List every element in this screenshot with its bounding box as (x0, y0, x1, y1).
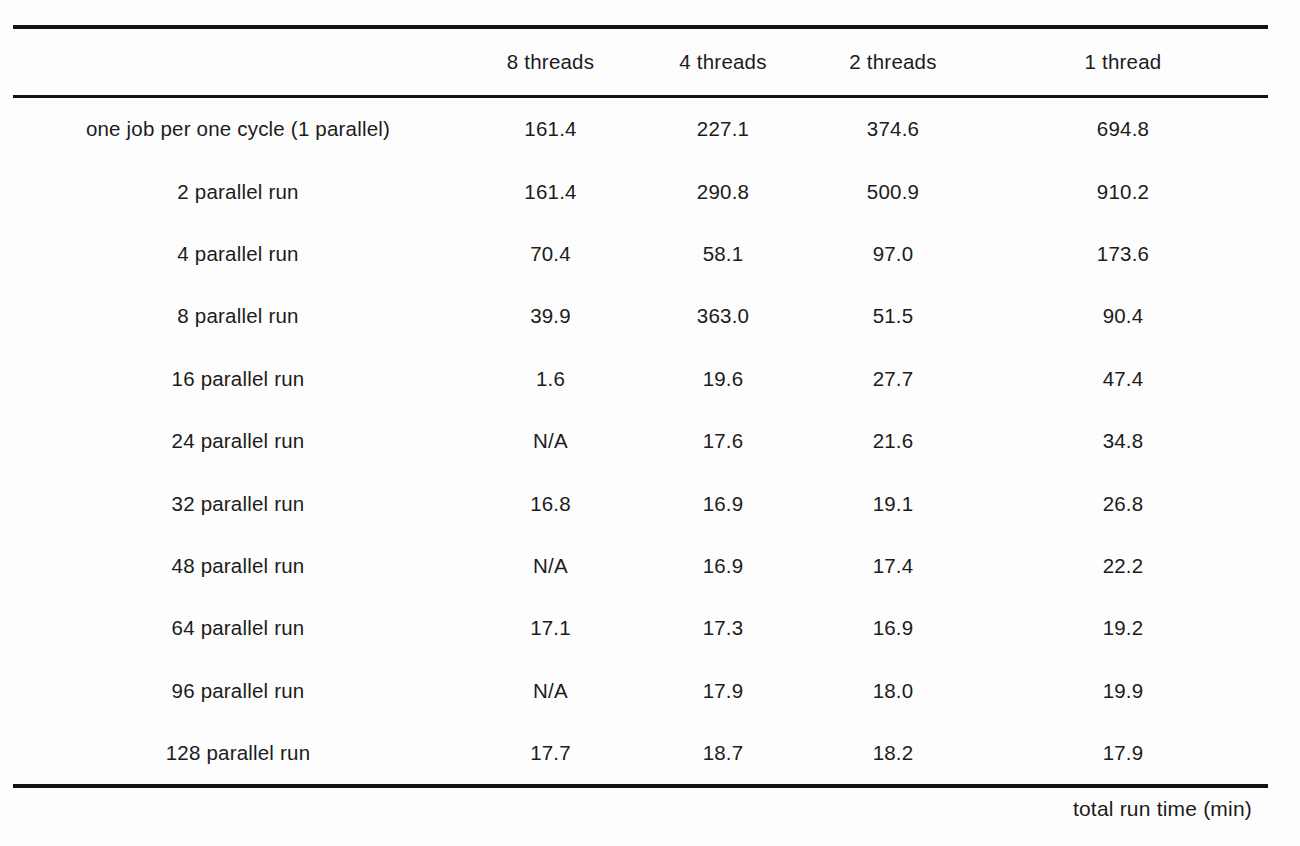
row-label: 4 parallel run (13, 223, 463, 285)
page: 8 threads 4 threads 2 threads 1 thread o… (0, 0, 1300, 846)
table-row: 24 parallel run N/A 17.6 21.6 34.8 (13, 410, 1268, 472)
cell: 161.4 (463, 97, 638, 161)
header-row: 8 threads 4 threads 2 threads 1 thread (13, 27, 1268, 97)
table-row: 64 parallel run 17.1 17.3 16.9 19.2 (13, 597, 1268, 659)
cell: 18.2 (808, 722, 978, 786)
table-row: 32 parallel run 16.8 16.9 19.1 26.8 (13, 472, 1268, 534)
table-row: one job per one cycle (1 parallel) 161.4… (13, 97, 1268, 161)
cell: 51.5 (808, 285, 978, 347)
table-caption: total run time (min) (13, 788, 1268, 821)
table-row: 4 parallel run 70.4 58.1 97.0 173.6 (13, 223, 1268, 285)
cell: 34.8 (978, 410, 1268, 472)
table-row: 48 parallel run N/A 16.9 17.4 22.2 (13, 535, 1268, 597)
cell: 17.1 (463, 597, 638, 659)
cell: 500.9 (808, 160, 978, 222)
cell: 16.9 (638, 535, 808, 597)
cell: 70.4 (463, 223, 638, 285)
cell: 19.1 (808, 472, 978, 534)
column-header-1-thread: 1 thread (978, 27, 1268, 97)
cell: 17.9 (978, 722, 1268, 786)
row-label: 2 parallel run (13, 160, 463, 222)
cell: 17.6 (638, 410, 808, 472)
cell: 39.9 (463, 285, 638, 347)
cell: 27.7 (808, 348, 978, 410)
cell: 47.4 (978, 348, 1268, 410)
row-label: 32 parallel run (13, 472, 463, 534)
cell: 21.6 (808, 410, 978, 472)
cell: 227.1 (638, 97, 808, 161)
row-label: 24 parallel run (13, 410, 463, 472)
cell: 1.6 (463, 348, 638, 410)
column-header-2-threads: 2 threads (808, 27, 978, 97)
row-label: 64 parallel run (13, 597, 463, 659)
column-header-4-threads: 4 threads (638, 27, 808, 97)
cell: 17.9 (638, 660, 808, 722)
header-empty-cell (13, 27, 463, 97)
run-time-table-wrap: 8 threads 4 threads 2 threads 1 thread o… (13, 25, 1268, 821)
table-row: 2 parallel run 161.4 290.8 500.9 910.2 (13, 160, 1268, 222)
cell: 290.8 (638, 160, 808, 222)
row-label: 128 parallel run (13, 722, 463, 786)
table-row: 16 parallel run 1.6 19.6 27.7 47.4 (13, 348, 1268, 410)
cell: 16.9 (808, 597, 978, 659)
cell: 19.9 (978, 660, 1268, 722)
cell: 694.8 (978, 97, 1268, 161)
row-label: one job per one cycle (1 parallel) (13, 97, 463, 161)
cell: 374.6 (808, 97, 978, 161)
cell: 18.0 (808, 660, 978, 722)
row-label: 96 parallel run (13, 660, 463, 722)
table-row: 128 parallel run 17.7 18.7 18.2 17.9 (13, 722, 1268, 786)
cell: N/A (463, 660, 638, 722)
cell: 17.4 (808, 535, 978, 597)
row-label: 16 parallel run (13, 348, 463, 410)
table-row: 96 parallel run N/A 17.9 18.0 19.9 (13, 660, 1268, 722)
cell: 17.3 (638, 597, 808, 659)
cell: 26.8 (978, 472, 1268, 534)
cell: N/A (463, 410, 638, 472)
cell: N/A (463, 535, 638, 597)
cell: 19.6 (638, 348, 808, 410)
cell: 16.8 (463, 472, 638, 534)
row-label: 48 parallel run (13, 535, 463, 597)
cell: 97.0 (808, 223, 978, 285)
cell: 161.4 (463, 160, 638, 222)
cell: 173.6 (978, 223, 1268, 285)
cell: 90.4 (978, 285, 1268, 347)
cell: 22.2 (978, 535, 1268, 597)
column-header-8-threads: 8 threads (463, 27, 638, 97)
table-row: 8 parallel run 39.9 363.0 51.5 90.4 (13, 285, 1268, 347)
cell: 910.2 (978, 160, 1268, 222)
cell: 363.0 (638, 285, 808, 347)
cell: 17.7 (463, 722, 638, 786)
cell: 58.1 (638, 223, 808, 285)
run-time-table: 8 threads 4 threads 2 threads 1 thread o… (13, 25, 1268, 788)
cell: 16.9 (638, 472, 808, 534)
cell: 19.2 (978, 597, 1268, 659)
row-label: 8 parallel run (13, 285, 463, 347)
cell: 18.7 (638, 722, 808, 786)
